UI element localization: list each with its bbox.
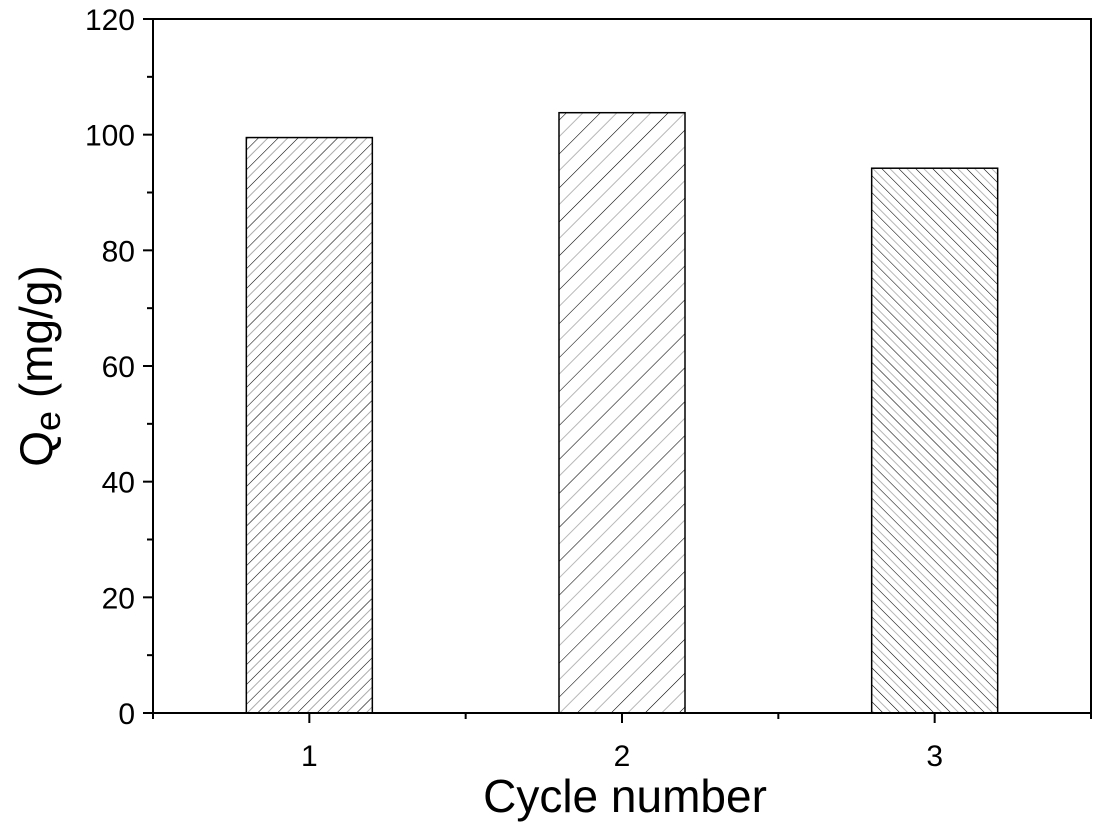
x-axis-ticks: 1 2 3 (152, 713, 1092, 773)
x-tick-label: 3 (926, 740, 943, 773)
y-tick-label: 80 (102, 235, 135, 268)
y-axis-ticks: 0 20 40 60 80 100 120 (85, 4, 153, 731)
y-axis-title: Qe (mg/g) (10, 265, 68, 467)
y-axis-title-subscript: e (27, 411, 68, 431)
y-tick-label: 40 (102, 467, 135, 500)
y-tick-label: 0 (118, 698, 135, 731)
bar-cycle-1 (245, 136, 374, 714)
x-tick-label: 1 (301, 740, 318, 773)
x-axis-title: Cycle number (483, 770, 767, 822)
bar-cycle-3 (870, 167, 999, 714)
y-tick-label: 20 (102, 582, 135, 615)
bars-group (245, 111, 999, 714)
x-tick-label: 2 (614, 740, 631, 773)
y-tick-label: 60 (102, 351, 135, 384)
y-tick-label: 120 (85, 4, 135, 37)
y-axis-title-unit: (mg/g) (10, 265, 62, 411)
bar-cycle-2 (558, 111, 686, 714)
y-tick-label: 100 (85, 120, 135, 153)
y-axis-title-main: Q (10, 431, 62, 467)
